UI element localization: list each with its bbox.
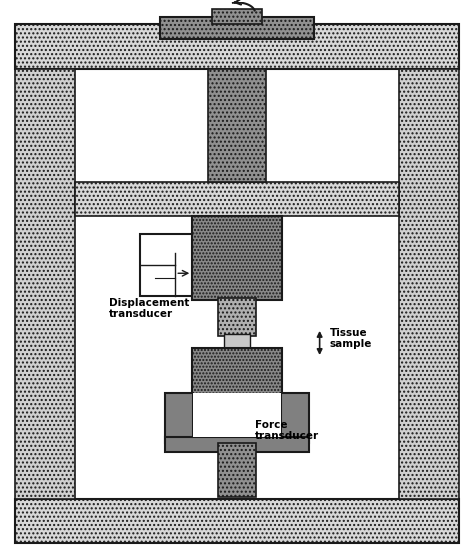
Bar (192, 348, 282, 408)
Bar (224, 334, 250, 348)
Bar (218, 298, 256, 336)
Bar (193, 393, 281, 437)
Text: Displacement: Displacement (109, 298, 189, 308)
Bar (281, 393, 309, 442)
Text: transducer: transducer (109, 309, 173, 319)
Bar (15, 25, 459, 69)
Bar (212, 9, 262, 25)
Bar (15, 69, 75, 499)
Text: sample: sample (329, 339, 372, 349)
Bar (165, 393, 193, 442)
Bar (399, 69, 459, 499)
Bar (218, 442, 256, 497)
Bar (192, 216, 282, 300)
Bar (15, 499, 459, 543)
Bar (75, 182, 399, 216)
Bar (165, 437, 309, 452)
Text: transducer: transducer (255, 431, 319, 441)
Bar (160, 17, 314, 40)
Text: Force: Force (255, 419, 287, 429)
Bar (140, 234, 192, 296)
Text: Tissue: Tissue (329, 328, 367, 338)
Bar (208, 69, 266, 182)
